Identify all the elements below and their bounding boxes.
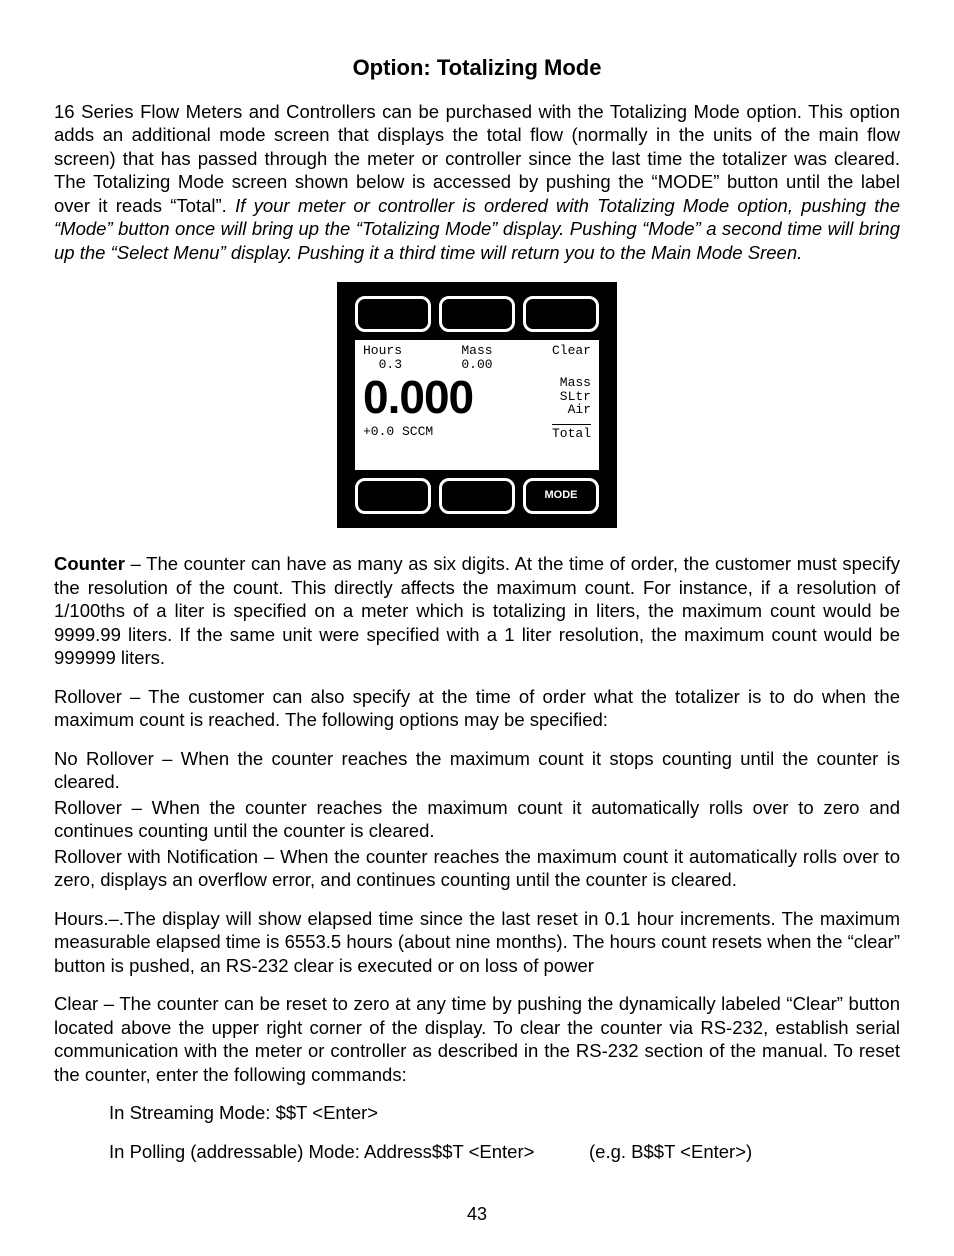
polling-command-left: In Polling (addressable) Mode: Address$$… xyxy=(109,1140,589,1163)
rollover-notif-paragraph: Rollover with Notification – When the co… xyxy=(54,845,900,892)
soft-button-3[interactable] xyxy=(523,296,599,332)
counter-heading: Counter xyxy=(54,553,125,574)
rollover-paragraph: Rollover – When the counter reaches the … xyxy=(54,796,900,843)
clear-label: Clear xyxy=(552,343,591,358)
mode-button-label: MODE xyxy=(545,489,578,503)
streaming-command: In Streaming Mode: $$T <Enter> xyxy=(109,1101,900,1124)
soft-button-4[interactable] xyxy=(355,478,431,514)
polling-command-right: (e.g. B$$T <Enter>) xyxy=(589,1140,752,1163)
lcd-main-row: 0.000 Mass SLtr Air xyxy=(363,374,591,420)
hours-readout: Hours 0.3 xyxy=(363,344,438,371)
no-rollover-paragraph: No Rollover – When the counter reaches t… xyxy=(54,747,900,794)
unit-line3: Air xyxy=(568,402,591,417)
mass-readout: Mass 0.00 xyxy=(439,344,514,371)
device-figure: Hours 0.3 Mass 0.00 Clear 0.000 Mass xyxy=(54,282,900,528)
hours-value: 0.3 xyxy=(379,357,402,372)
flow-rate-readout: +0.0 SCCM xyxy=(363,424,552,443)
hours-paragraph: Hours.–.The display will show elapsed ti… xyxy=(54,907,900,977)
rollover-intro-paragraph: Rollover – The customer can also specify… xyxy=(54,685,900,732)
page-number: 43 xyxy=(54,1203,900,1226)
soft-button-5[interactable] xyxy=(439,478,515,514)
counter-paragraph: Counter – The counter can have as many a… xyxy=(54,552,900,669)
page-title: Option: Totalizing Mode xyxy=(54,54,900,82)
soft-button-2[interactable] xyxy=(439,296,515,332)
clear-label-cell: Clear xyxy=(516,344,591,371)
total-big-value: 0.000 xyxy=(363,374,543,420)
bottom-button-row: MODE xyxy=(355,478,599,514)
lcd-bottom-row: +0.0 SCCM Total xyxy=(363,424,591,443)
units-block: Mass SLtr Air xyxy=(543,376,591,417)
intro-paragraph: 16 Series Flow Meters and Controllers ca… xyxy=(54,100,900,264)
lcd-top-row: Hours 0.3 Mass 0.00 Clear xyxy=(363,344,591,371)
device-bezel: Hours 0.3 Mass 0.00 Clear 0.000 Mass xyxy=(337,282,617,528)
total-label: Total xyxy=(552,424,591,443)
mass-value: 0.00 xyxy=(461,357,492,372)
lcd-screen: Hours 0.3 Mass 0.00 Clear 0.000 Mass xyxy=(355,340,599,470)
polling-command-row: In Polling (addressable) Mode: Address$$… xyxy=(109,1140,900,1163)
clear-paragraph: Clear – The counter can be reset to zero… xyxy=(54,992,900,1086)
mode-button[interactable]: MODE xyxy=(523,478,599,514)
counter-body: – The counter can have as many as six di… xyxy=(54,553,900,668)
document-page: Option: Totalizing Mode 16 Series Flow M… xyxy=(0,0,954,1256)
soft-button-1[interactable] xyxy=(355,296,431,332)
top-button-row xyxy=(355,296,599,332)
